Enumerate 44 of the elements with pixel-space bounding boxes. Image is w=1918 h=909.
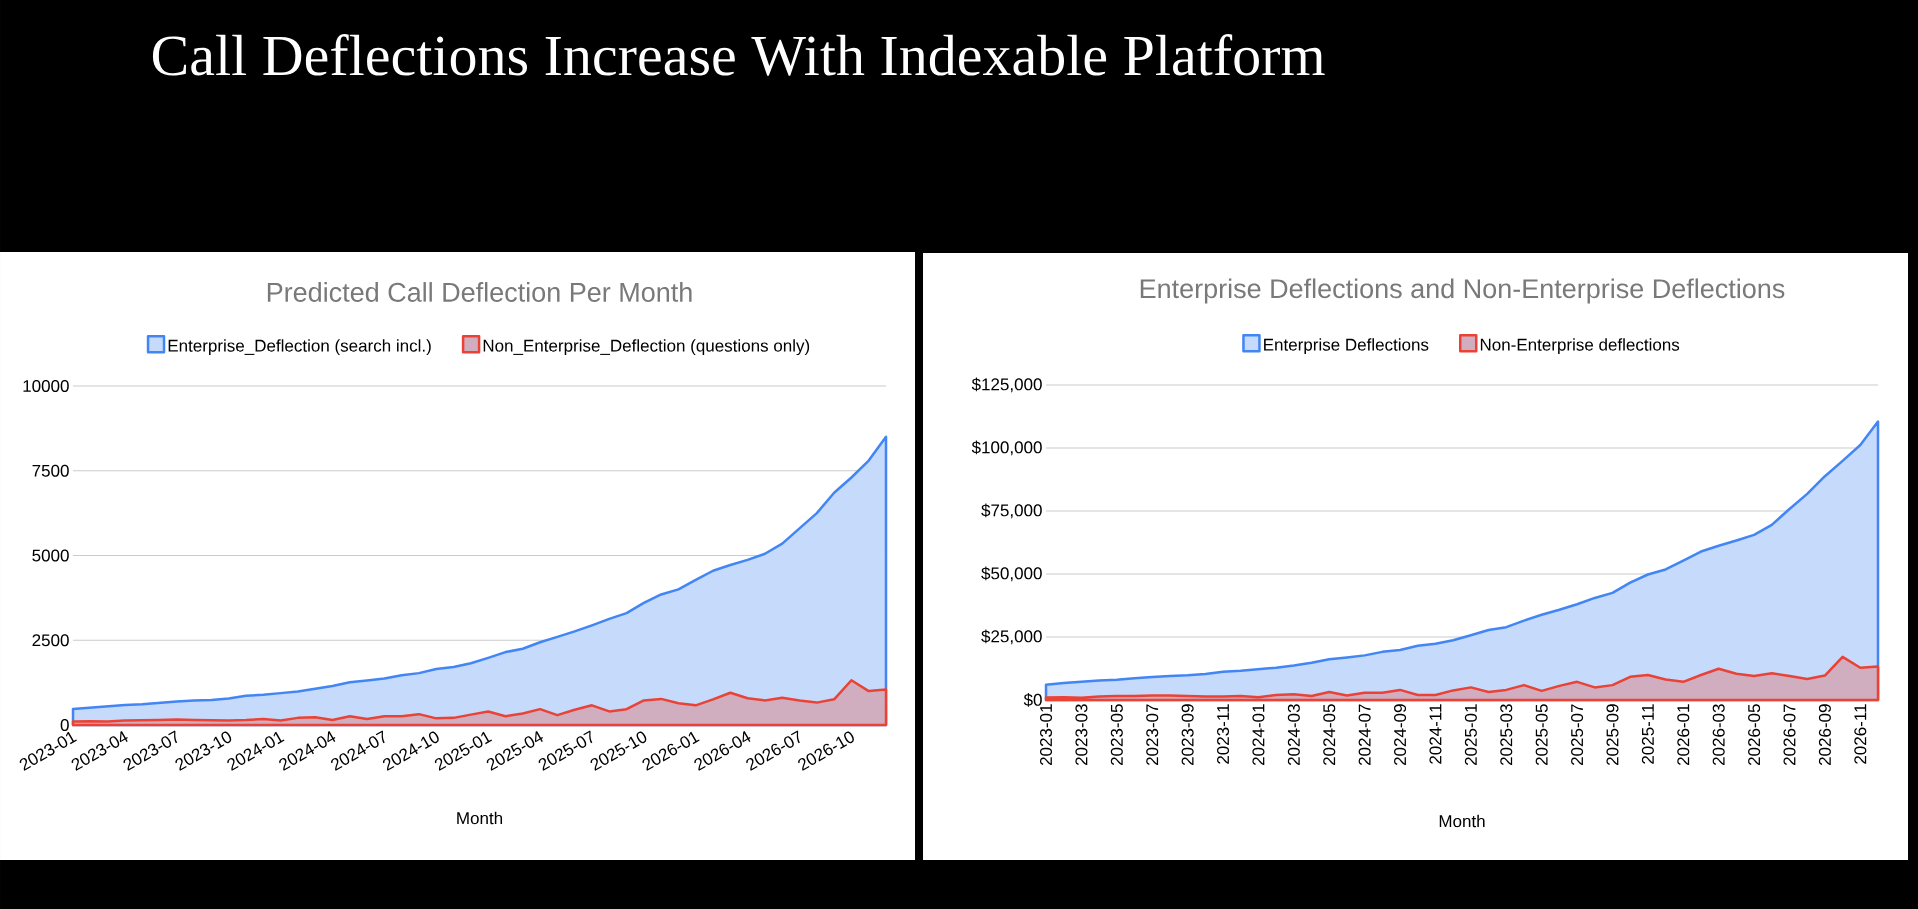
x-tick-label: 2024-07	[1358, 704, 1371, 766]
x-tick-label: 2023-11	[1217, 704, 1230, 764]
x-tick-label: 2023-01	[1039, 704, 1053, 766]
x-tick-label: 2024-11	[1429, 704, 1442, 764]
x-tick-label: 2026-03	[1712, 704, 1725, 766]
y-tick-label: 0	[60, 718, 69, 732]
x-tick-label: 2025-09	[1606, 704, 1619, 766]
x-tick-label: 2023-03	[1075, 704, 1088, 766]
text: Call Deflections Increase With Indexable Platform	[152, 34, 1325, 76]
x-tick-label: 2026-07	[1783, 704, 1796, 766]
x-tick-label: 2023-09	[1181, 704, 1194, 766]
y-tick-label: $50,000	[981, 566, 1042, 582]
x-axis-title: Month	[1439, 814, 1485, 828]
x-tick-label: 2026-09	[1818, 704, 1831, 766]
x-tick-label: 2025-07	[1571, 704, 1584, 766]
x-tick-label: 2026-01	[1677, 704, 1690, 766]
x-tick-label: 2024-03	[1287, 704, 1300, 766]
legend-label: Non-Enterprise deflections	[1480, 338, 1680, 355]
chart-title: Predicted Call Deflection Per Month	[267, 282, 692, 302]
x-tick-label: 2024-09	[1394, 704, 1407, 766]
x-tick-label: 2026-05	[1748, 704, 1761, 766]
x-tick-label: 2026-11	[1854, 704, 1867, 764]
x-tick-label: 2024-05	[1323, 704, 1336, 766]
y-tick-label: 10000	[23, 379, 69, 393]
y-tick-label: $25,000	[981, 629, 1042, 645]
y-tick-label: $0	[1023, 693, 1042, 707]
x-tick-label: 2025-03	[1500, 704, 1513, 766]
legend-label: Enterprise_Deflection (search incl.)	[168, 339, 431, 356]
y-tick-label: 7500	[32, 464, 69, 477]
y-tick-label: $75,000	[981, 503, 1042, 519]
x-tick-label: 2023-05	[1110, 704, 1123, 766]
x-tick-label: 2025-05	[1535, 704, 1548, 766]
x-tick-label: 2025-11	[1641, 704, 1654, 764]
x-tick-label: 2024-01	[1252, 704, 1265, 766]
y-tick-label: 2500	[32, 634, 69, 647]
x-tick-label: 2023-07	[1146, 704, 1159, 766]
x-tick-label: 2025-01	[1464, 704, 1477, 766]
y-tick-label: 5000	[32, 549, 69, 562]
x-axis-title: Month	[457, 811, 503, 825]
y-tick-label: $125,000	[971, 377, 1042, 393]
y-tick-label: $100,000	[971, 440, 1042, 456]
legend-label: Non_Enterprise_Deflection (questions only)	[483, 339, 810, 356]
chart-title: Enterprise Deflections and Non-Enterprise Deflections	[1140, 278, 1785, 304]
legend-label: Enterprise Deflections	[1264, 338, 1429, 355]
